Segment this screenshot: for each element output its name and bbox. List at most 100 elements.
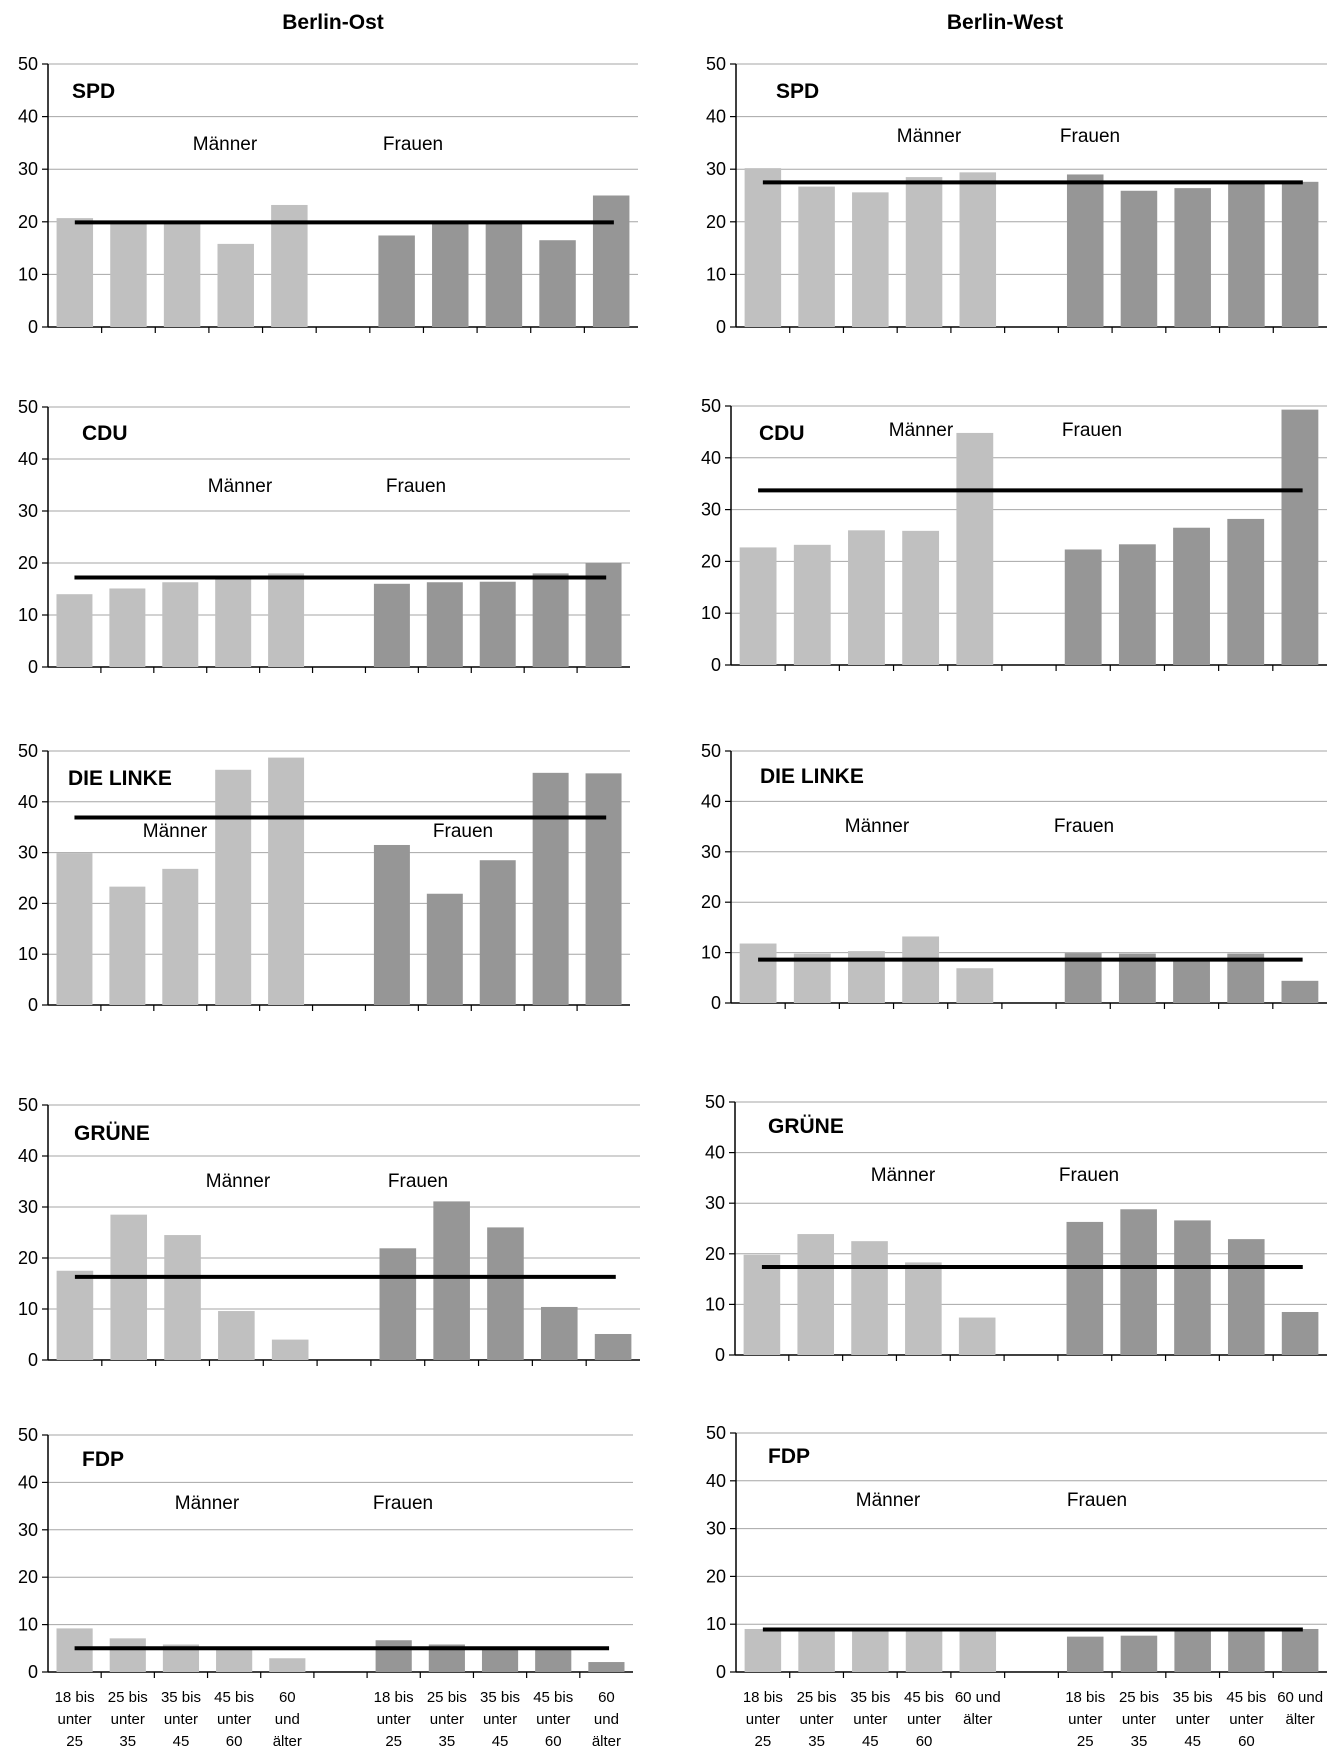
bar-frauen	[594, 1333, 632, 1360]
bar-frauen	[588, 1662, 625, 1672]
x-category-label: 60 und älter	[592, 1689, 621, 1747]
group-label-maenner: Männer	[143, 821, 208, 842]
x-category-label: 60 und älter	[273, 1689, 302, 1747]
bar-frauen	[1228, 183, 1265, 327]
bar-maenner	[744, 1628, 782, 1672]
bar-frauen	[375, 1640, 412, 1672]
bar-frauen	[1281, 1628, 1319, 1672]
group-label-frauen: Frauen	[1060, 126, 1120, 147]
x-category-label: 35 bis unter 45	[480, 1689, 520, 1747]
bar-frauen	[426, 582, 463, 667]
bar-frauen	[1064, 549, 1102, 665]
bar-frauen	[1120, 1209, 1157, 1355]
y-tick-label: 0	[716, 317, 726, 337]
bar-maenner	[216, 1648, 253, 1672]
panel-title: FDP	[82, 1448, 124, 1471]
group-label-frauen: Frauen	[1067, 1490, 1127, 1511]
y-tick-label: 40	[706, 107, 726, 127]
y-tick-label: 40	[18, 1146, 38, 1166]
y-tick-label: 20	[705, 1244, 725, 1264]
bar-maenner	[739, 943, 777, 1003]
bar-maenner	[56, 218, 94, 327]
y-tick-label: 30	[18, 159, 38, 179]
y-tick-label: 50	[18, 741, 38, 761]
group-label-frauen: Frauen	[433, 821, 493, 842]
y-tick-label: 10	[18, 264, 38, 284]
group-label-frauen: Frauen	[383, 134, 443, 155]
bar-frauen	[432, 223, 469, 327]
bar-maenner	[798, 186, 835, 327]
bar-frauen	[535, 1648, 572, 1672]
bar-maenner	[902, 936, 940, 1003]
chart-panel: 0 10 20 30 40 50 GRÜNE Männer Frauen	[18, 1095, 640, 1370]
bar-frauen	[1227, 518, 1265, 665]
y-tick-label: 20	[701, 551, 721, 571]
x-category-label: 45 bis unter 60	[904, 1689, 944, 1747]
bar-frauen	[1120, 190, 1158, 327]
y-tick-label: 0	[28, 1350, 38, 1370]
bar-frauen	[1281, 980, 1319, 1003]
y-tick-label: 40	[705, 1143, 725, 1163]
x-category-label: 45 bis unter 60	[533, 1689, 573, 1747]
bar-maenner	[848, 530, 885, 665]
chart-panel: 0 10 20 30 40 50 DIE LINKE Männer Frauen	[18, 741, 630, 1015]
bar-maenner	[268, 573, 305, 667]
y-tick-label: 10	[18, 1299, 38, 1319]
bar-maenner	[852, 192, 889, 327]
group-label-maenner: Männer	[175, 1493, 240, 1514]
bar-maenner	[215, 577, 252, 667]
x-category-label: 18 bis unter 25	[1065, 1689, 1105, 1747]
bar-maenner	[109, 886, 146, 1005]
y-tick-label: 30	[18, 843, 38, 863]
bar-maenner	[218, 1311, 255, 1360]
y-tick-label: 0	[711, 993, 721, 1013]
bar-maenner	[797, 1234, 835, 1355]
chart-panel: 0 10 20 30 40 50 SPD Männer Frauen	[706, 54, 1327, 337]
x-category-label: 18 bis unter 25	[55, 1689, 95, 1747]
panel-title: CDU	[82, 422, 128, 445]
bar-maenner	[739, 547, 777, 665]
panel-title: CDU	[759, 422, 805, 445]
bar-maenner	[905, 1262, 942, 1355]
y-tick-label: 40	[706, 1471, 726, 1491]
y-tick-label: 30	[701, 842, 721, 862]
y-tick-label: 10	[701, 943, 721, 963]
bar-maenner	[959, 1628, 997, 1672]
y-tick-label: 30	[18, 501, 38, 521]
x-category-label: 60 und älter	[955, 1689, 1001, 1728]
group-label-maenner: Männer	[856, 1490, 921, 1511]
chart-panel: 0 10 20 30 40 50 GRÜNE Männer Frauen	[705, 1092, 1327, 1365]
chart-panel: 0 10 20 30 40 50 FDP Männer Frauen 18 bis unter 25 2…	[18, 1425, 633, 1747]
y-tick-label: 0	[28, 657, 38, 677]
y-tick-label: 30	[706, 159, 726, 179]
bar-frauen	[479, 581, 516, 667]
bar-maenner	[164, 1235, 201, 1360]
x-category-label: 25 bis unter 35	[797, 1689, 837, 1747]
y-tick-label: 20	[18, 553, 38, 573]
chart-panel: 0 10 20 30 40 50 DIE LINKE Männer Frauen	[701, 741, 1327, 1013]
bar-frauen	[1066, 1636, 1104, 1672]
y-tick-label: 10	[18, 944, 38, 964]
bar-maenner	[958, 1317, 996, 1355]
bar-frauen	[1227, 1239, 1265, 1355]
y-tick-label: 40	[18, 449, 38, 469]
y-tick-label: 30	[705, 1193, 725, 1213]
panel-title: DIE LINKE	[760, 765, 864, 788]
bar-frauen	[1173, 960, 1210, 1003]
y-tick-label: 0	[711, 655, 721, 675]
bar-maenner	[744, 168, 782, 327]
y-tick-label: 10	[706, 264, 726, 284]
y-tick-label: 0	[716, 1662, 726, 1682]
group-label-frauen: Frauen	[1054, 816, 1114, 837]
group-label-maenner: Männer	[206, 1171, 271, 1192]
y-tick-label: 30	[701, 500, 721, 520]
bar-frauen	[373, 844, 410, 1005]
y-tick-label: 50	[701, 396, 721, 416]
bar-maenner	[162, 582, 199, 667]
bar-maenner	[902, 530, 940, 665]
group-label-maenner: Männer	[193, 134, 258, 155]
bar-frauen	[426, 893, 463, 1005]
x-category-label: 35 bis unter 45	[161, 1689, 201, 1747]
y-tick-label: 30	[18, 1197, 38, 1217]
group-label-frauen: Frauen	[1062, 420, 1122, 441]
